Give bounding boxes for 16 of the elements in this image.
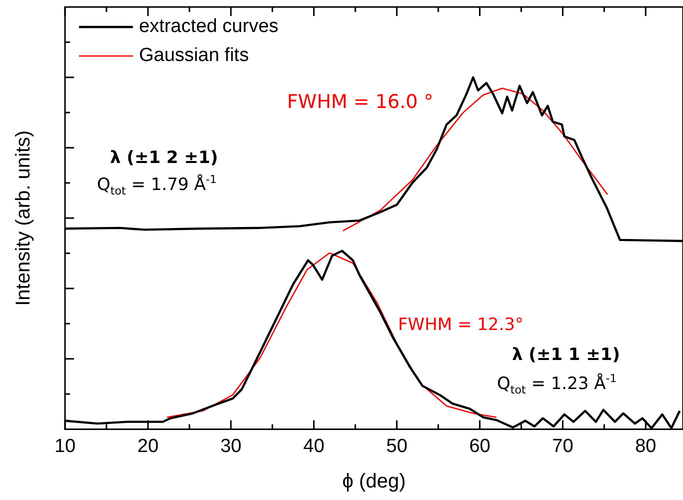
x-tick-label: 80 bbox=[635, 436, 656, 457]
annotation: FWHM = 16.0 ° bbox=[287, 91, 434, 113]
x-tick-label: 20 bbox=[137, 436, 159, 457]
x-tick-label: 10 bbox=[54, 436, 76, 457]
x-tick-label: 70 bbox=[552, 436, 574, 457]
annotation: FWHM = 12.3° bbox=[398, 315, 524, 335]
legend-label: Gaussian fits bbox=[139, 45, 249, 66]
y-axis-title: Intensity (arb. units) bbox=[12, 130, 35, 306]
x-tick-label: 30 bbox=[220, 436, 242, 457]
annotation: λ (±1 2 ±1) bbox=[110, 148, 218, 168]
x-tick-label: 50 bbox=[386, 436, 408, 457]
x-tick-label: 60 bbox=[469, 436, 490, 457]
legend-label: extracted curves bbox=[139, 16, 278, 38]
annotation: λ (±1 1 ±1) bbox=[512, 345, 620, 365]
x-axis-title: ϕ (deg) bbox=[342, 470, 406, 493]
x-tick-label: 40 bbox=[303, 436, 324, 457]
